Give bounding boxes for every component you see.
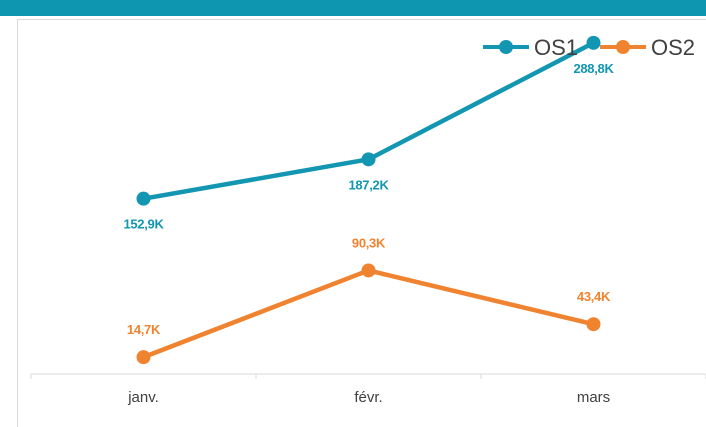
header-bar <box>0 0 706 16</box>
x-tick-label: févr. <box>354 389 382 406</box>
data-point <box>361 263 376 278</box>
legend-label-os2: OS2 <box>651 35 695 60</box>
data-point <box>136 191 151 206</box>
data-label: 90,3K <box>352 235 386 250</box>
legend-marker-os2 <box>616 40 630 54</box>
data-label: 288,8K <box>573 61 614 76</box>
chart-panel <box>17 19 706 427</box>
legend-label-os1: OS1 <box>534 35 578 60</box>
x-tick-label: mars <box>577 389 610 406</box>
data-label: 187,2K <box>348 177 389 192</box>
data-point <box>361 152 376 167</box>
legend-marker-os1 <box>499 40 513 54</box>
data-label: 152,9K <box>123 217 164 232</box>
data-point <box>136 350 151 365</box>
data-label: 43,4K <box>577 289 611 304</box>
x-tick-label: janv. <box>127 389 159 406</box>
data-point <box>586 317 601 332</box>
data-label: 14,7K <box>127 322 161 337</box>
series-line-os2 <box>141 268 596 360</box>
data-point <box>586 35 601 50</box>
series-line-os1 <box>141 40 596 201</box>
